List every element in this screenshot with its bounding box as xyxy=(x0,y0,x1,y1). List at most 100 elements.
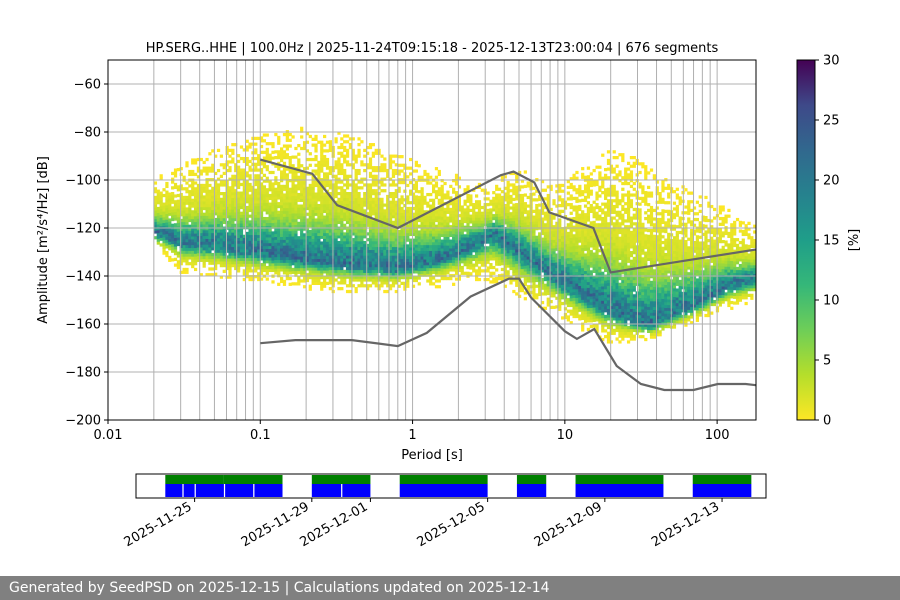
density-cell xyxy=(199,189,203,193)
density-cell xyxy=(305,218,310,222)
density-cell xyxy=(302,285,307,289)
density-cell xyxy=(222,209,226,213)
density-cell xyxy=(380,168,384,173)
density-cell xyxy=(211,186,215,190)
density-cell xyxy=(257,194,261,198)
density-cell xyxy=(262,156,267,160)
density-cell xyxy=(337,206,341,210)
density-cell xyxy=(188,204,192,208)
density-cell xyxy=(489,216,493,221)
density-cell xyxy=(302,204,307,208)
density-cell xyxy=(538,264,542,268)
density-cell xyxy=(308,209,312,213)
density-cell xyxy=(294,201,298,205)
density-cell xyxy=(343,232,347,236)
density-cell xyxy=(234,266,238,271)
density-cell xyxy=(208,221,212,225)
density-cell xyxy=(497,187,502,191)
density-cell xyxy=(294,207,298,211)
density-cell xyxy=(566,300,570,305)
density-cell xyxy=(208,218,212,222)
density-cell xyxy=(543,260,548,264)
density-cell xyxy=(474,243,479,247)
density-cell xyxy=(489,254,493,258)
density-cell xyxy=(193,241,198,246)
density-cell xyxy=(497,216,502,220)
density-cell xyxy=(193,187,198,191)
density-cell xyxy=(248,231,252,236)
density-cell xyxy=(165,222,169,226)
density-cell xyxy=(449,207,453,212)
density-cell xyxy=(236,260,241,264)
density-cell xyxy=(282,199,287,203)
density-cell xyxy=(328,269,332,273)
density-cell xyxy=(214,272,218,276)
density-cell xyxy=(211,204,215,208)
density-cell xyxy=(480,240,484,244)
density-cell xyxy=(282,222,287,226)
density-cell xyxy=(345,220,350,225)
density-cell xyxy=(426,273,430,277)
density-cell xyxy=(257,191,261,195)
density-cell xyxy=(549,276,553,281)
density-cell xyxy=(423,198,427,202)
density-cell xyxy=(320,227,324,231)
density-cell xyxy=(446,262,450,266)
density-cell xyxy=(343,140,347,144)
density-cell xyxy=(300,221,304,225)
density-cell xyxy=(563,281,568,285)
density-cell xyxy=(337,197,341,201)
density-cell xyxy=(449,230,453,235)
density-cell xyxy=(409,209,413,213)
density-cell xyxy=(265,208,269,212)
density-cell xyxy=(371,203,375,207)
density-cell xyxy=(199,186,203,190)
density-cell xyxy=(179,201,183,205)
density-cell xyxy=(343,192,347,196)
density-cell xyxy=(214,171,218,176)
density-cell xyxy=(409,244,413,248)
density-cell xyxy=(271,202,275,206)
density-cell xyxy=(259,248,264,252)
density-cell xyxy=(497,245,502,249)
density-cell xyxy=(363,258,367,262)
density-cell xyxy=(386,197,390,201)
density-cell xyxy=(411,250,416,254)
density-cell xyxy=(214,235,218,239)
density-cell xyxy=(325,244,330,248)
density-cell xyxy=(340,197,344,201)
density-cell xyxy=(282,245,287,249)
density-cell xyxy=(343,238,347,242)
density-cell xyxy=(297,221,301,225)
density-cell xyxy=(328,217,332,222)
density-cell xyxy=(509,252,513,256)
density-cell xyxy=(523,216,527,220)
density-cell xyxy=(489,242,493,247)
density-cell xyxy=(305,132,310,136)
density-cell xyxy=(277,228,281,232)
density-cell xyxy=(179,239,183,243)
density-cell xyxy=(265,245,269,249)
density-cell xyxy=(162,211,166,215)
density-cell xyxy=(368,261,373,265)
density-cell xyxy=(317,209,321,213)
density-cell xyxy=(288,251,292,255)
density-cell xyxy=(202,247,206,251)
density-cell xyxy=(334,220,338,225)
density-cell xyxy=(388,157,393,161)
density-cell xyxy=(337,232,341,236)
density-cell xyxy=(173,263,178,267)
density-cell xyxy=(228,160,232,164)
density-cell xyxy=(234,174,238,178)
density-cell xyxy=(543,228,548,233)
density-cell xyxy=(228,229,232,233)
density-cell xyxy=(271,237,275,241)
density-cell xyxy=(543,249,548,253)
density-cell xyxy=(443,276,447,281)
density-cell xyxy=(563,238,568,242)
density-cell xyxy=(518,242,522,247)
density-cell xyxy=(523,297,527,301)
density-cell xyxy=(308,192,312,196)
density-cell xyxy=(191,210,195,214)
density-cell xyxy=(248,266,252,270)
